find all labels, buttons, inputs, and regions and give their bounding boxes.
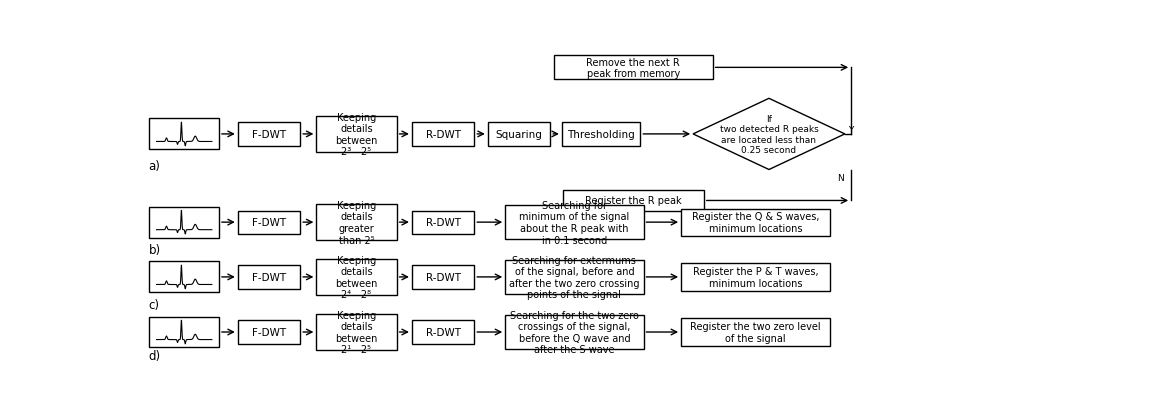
Text: Keeping
details
between
2⁴ - 2⁸: Keeping details between 2⁴ - 2⁸ bbox=[335, 255, 378, 300]
FancyBboxPatch shape bbox=[150, 317, 219, 348]
Text: Searching for extermums
of the signal, before and
after the two zero crossing
po: Searching for extermums of the signal, b… bbox=[509, 255, 639, 300]
FancyBboxPatch shape bbox=[554, 56, 713, 80]
FancyBboxPatch shape bbox=[505, 260, 644, 294]
Text: F-DWT: F-DWT bbox=[252, 272, 286, 282]
FancyBboxPatch shape bbox=[237, 211, 301, 234]
Text: F-DWT: F-DWT bbox=[252, 327, 286, 337]
Polygon shape bbox=[694, 99, 844, 170]
FancyBboxPatch shape bbox=[412, 211, 475, 234]
Text: R-DWT: R-DWT bbox=[425, 130, 461, 140]
Text: Y: Y bbox=[848, 126, 854, 134]
Text: Searching for the two zero
crossings of the signal,
before the Q wave and
after : Searching for the two zero crossings of … bbox=[510, 310, 638, 354]
Text: Squaring: Squaring bbox=[495, 130, 543, 140]
FancyBboxPatch shape bbox=[505, 315, 644, 349]
Text: a): a) bbox=[149, 159, 160, 172]
FancyBboxPatch shape bbox=[412, 265, 475, 289]
FancyBboxPatch shape bbox=[562, 123, 641, 146]
Text: F-DWT: F-DWT bbox=[252, 130, 286, 140]
Text: Register the P & T waves,
minimum locations: Register the P & T waves, minimum locati… bbox=[692, 266, 818, 288]
FancyBboxPatch shape bbox=[487, 123, 551, 146]
FancyBboxPatch shape bbox=[237, 321, 301, 344]
Text: Register the two zero level
of the signal: Register the two zero level of the signa… bbox=[690, 322, 821, 343]
FancyBboxPatch shape bbox=[150, 262, 219, 293]
Text: R-DWT: R-DWT bbox=[425, 218, 461, 227]
FancyBboxPatch shape bbox=[681, 319, 831, 346]
FancyBboxPatch shape bbox=[150, 207, 219, 238]
Text: Keeping
details
between
2³ - 2⁵: Keeping details between 2³ - 2⁵ bbox=[335, 112, 378, 157]
Text: Searching for
minimum of the signal
about the R peak with
in 0.1 second: Searching for minimum of the signal abou… bbox=[520, 200, 629, 245]
Text: R-DWT: R-DWT bbox=[425, 327, 461, 337]
FancyBboxPatch shape bbox=[317, 314, 396, 350]
Text: N: N bbox=[838, 174, 843, 183]
FancyBboxPatch shape bbox=[317, 117, 396, 152]
Text: Register the R peak: Register the R peak bbox=[585, 196, 682, 206]
Text: If
two detected R peaks
are located less than
0.25 second: If two detected R peaks are located less… bbox=[720, 115, 818, 155]
FancyBboxPatch shape bbox=[412, 123, 475, 146]
Text: Keeping
details
between
2¹ - 2⁵: Keeping details between 2¹ - 2⁵ bbox=[335, 310, 378, 354]
Text: Thresholding: Thresholding bbox=[567, 130, 635, 140]
FancyBboxPatch shape bbox=[505, 206, 644, 239]
FancyBboxPatch shape bbox=[412, 321, 475, 344]
FancyBboxPatch shape bbox=[681, 209, 831, 236]
Text: c): c) bbox=[149, 298, 159, 311]
Text: b): b) bbox=[149, 243, 160, 257]
FancyBboxPatch shape bbox=[150, 119, 219, 150]
Text: Remove the next R
peak from memory: Remove the next R peak from memory bbox=[586, 57, 680, 79]
Text: Keeping
details
greater
than 2⁵: Keeping details greater than 2⁵ bbox=[336, 200, 376, 245]
FancyBboxPatch shape bbox=[237, 123, 301, 146]
Text: R-DWT: R-DWT bbox=[425, 272, 461, 282]
Text: F-DWT: F-DWT bbox=[252, 218, 286, 227]
Text: d): d) bbox=[149, 349, 160, 362]
FancyBboxPatch shape bbox=[317, 205, 396, 240]
FancyBboxPatch shape bbox=[562, 190, 704, 211]
FancyBboxPatch shape bbox=[681, 263, 831, 291]
FancyBboxPatch shape bbox=[317, 259, 396, 295]
Text: Register the Q & S waves,
minimum locations: Register the Q & S waves, minimum locati… bbox=[692, 212, 819, 233]
FancyBboxPatch shape bbox=[237, 265, 301, 289]
